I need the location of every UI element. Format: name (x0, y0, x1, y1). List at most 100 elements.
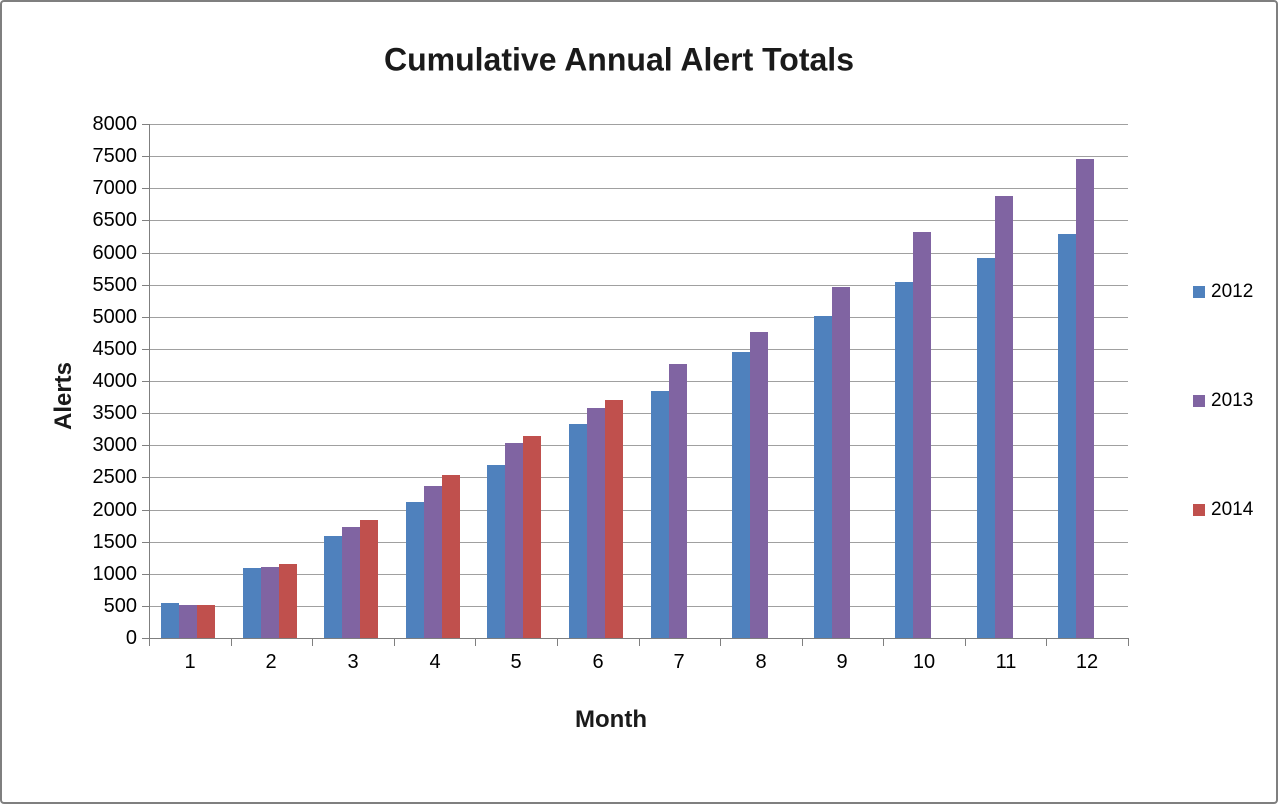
x-tick-label-5: 5 (510, 651, 522, 673)
legend-item-2014[interactable]: 2014 (1193, 500, 1253, 519)
x-axis-line (149, 638, 1129, 639)
x-tick-label-10: 10 (912, 651, 936, 673)
x-axis-tick-2 (312, 639, 313, 646)
bar-2012-m2[interactable] (243, 568, 261, 638)
bar-2012-m7[interactable] (651, 391, 669, 638)
bar-2012-m3[interactable] (324, 536, 342, 638)
bar-2014-m3[interactable] (360, 520, 378, 638)
y-axis-tick-2000 (142, 510, 149, 511)
chart-title: Cumulative Annual Alert Totals (384, 41, 854, 78)
y-tick-label-6000: 6000 (92, 242, 138, 264)
bar-2013-m9[interactable] (832, 287, 850, 638)
x-tick-label-12: 12 (1075, 651, 1099, 673)
y-axis-tick-1000 (142, 574, 149, 575)
x-axis-tick-11 (1046, 639, 1047, 646)
x-tick-label-8: 8 (755, 651, 767, 673)
y-tick-label-5000: 5000 (92, 306, 138, 328)
y-axis-tick-3000 (142, 445, 149, 446)
x-axis-tick-3 (394, 639, 395, 646)
x-tick-label-11: 11 (995, 651, 1017, 673)
y-axis-tick-4500 (142, 349, 149, 350)
legend-swatch-2013 (1193, 394, 1205, 407)
bar-2012-m4[interactable] (406, 502, 424, 638)
x-axis-tick-4 (475, 639, 476, 646)
legend-item-2013[interactable]: 2013 (1193, 391, 1253, 410)
y-axis-line (149, 124, 150, 638)
x-axis-tick-9 (883, 639, 884, 646)
bar-2013-m11[interactable] (995, 196, 1013, 638)
y-tick-label-500: 500 (103, 595, 137, 617)
y-tick-label-1500: 1500 (92, 531, 138, 553)
y-axis-tick-5000 (142, 317, 149, 318)
x-axis-title: Month (575, 706, 647, 733)
gridline-y-3500 (149, 413, 1128, 414)
x-axis-tick-5 (557, 639, 558, 646)
gridline-y-5500 (149, 285, 1128, 286)
bar-2013-m3[interactable] (342, 527, 360, 638)
y-axis-tick-7000 (142, 188, 149, 189)
bar-2012-m8[interactable] (732, 352, 750, 638)
x-tick-label-4: 4 (429, 651, 441, 673)
y-tick-label-6500: 6500 (92, 209, 138, 231)
bar-2013-m5[interactable] (505, 443, 523, 638)
bar-2012-m1[interactable] (161, 603, 179, 638)
bar-2013-m7[interactable] (669, 364, 687, 638)
x-axis-tick-0 (149, 639, 150, 646)
bar-2014-m2[interactable] (279, 564, 297, 638)
y-tick-label-0: 0 (125, 627, 137, 649)
gridline-y-7000 (149, 188, 1128, 189)
bar-2013-m1[interactable] (179, 605, 197, 638)
legend-label-2012: 2012 (1211, 281, 1254, 302)
y-axis-tick-4000 (142, 381, 149, 382)
y-tick-label-1000: 1000 (92, 563, 138, 585)
y-tick-label-2500: 2500 (92, 466, 138, 488)
x-tick-label-1: 1 (184, 651, 196, 673)
gridline-y-3000 (149, 445, 1128, 446)
gridline-y-500 (149, 606, 1128, 607)
bar-2013-m6[interactable] (587, 408, 605, 638)
bar-2012-m11[interactable] (977, 258, 995, 638)
x-axis-tick-1 (231, 639, 232, 646)
bar-2012-m5[interactable] (487, 465, 505, 638)
bar-2012-m6[interactable] (569, 424, 587, 638)
bar-2013-m8[interactable] (750, 332, 768, 638)
gridline-y-1000 (149, 574, 1128, 575)
gridline-y-6000 (149, 253, 1128, 254)
y-axis-tick-5500 (142, 285, 149, 286)
legend-label-2013: 2013 (1211, 390, 1254, 411)
x-axis-tick-7 (720, 639, 721, 646)
bar-2014-m6[interactable] (605, 400, 623, 638)
y-tick-label-3000: 3000 (92, 434, 138, 456)
y-tick-label-4500: 4500 (92, 338, 138, 360)
y-axis-tick-3500 (142, 413, 149, 414)
bar-2012-m10[interactable] (895, 282, 913, 638)
gridline-y-4000 (149, 381, 1128, 382)
x-axis-tick-6 (639, 639, 640, 646)
x-tick-label-2: 2 (265, 651, 277, 673)
y-axis-tick-500 (142, 606, 149, 607)
y-tick-label-3500: 3500 (92, 402, 138, 424)
x-tick-label-6: 6 (592, 651, 604, 673)
bar-2014-m5[interactable] (523, 436, 541, 638)
bar-2012-m12[interactable] (1058, 234, 1076, 638)
bar-2013-m2[interactable] (261, 567, 279, 638)
legend-item-2012[interactable]: 2012 (1193, 282, 1253, 301)
gridline-y-8000 (149, 124, 1128, 125)
bar-2012-m9[interactable] (814, 316, 832, 638)
legend-swatch-2012 (1193, 285, 1205, 298)
bar-2014-m1[interactable] (197, 605, 215, 638)
x-axis-tick-12 (1128, 639, 1129, 646)
y-tick-label-7000: 7000 (92, 177, 138, 199)
y-axis-tick-6000 (142, 253, 149, 254)
bar-2013-m12[interactable] (1076, 159, 1094, 638)
y-axis-tick-1500 (142, 542, 149, 543)
y-tick-label-4000: 4000 (92, 370, 138, 392)
gridline-y-5000 (149, 317, 1128, 318)
gridline-y-2500 (149, 477, 1128, 478)
bar-2013-m4[interactable] (424, 486, 442, 638)
y-tick-label-5500: 5500 (92, 274, 138, 296)
y-axis-tick-0 (142, 638, 149, 639)
bar-2013-m10[interactable] (913, 232, 931, 638)
bar-2014-m4[interactable] (442, 475, 460, 638)
